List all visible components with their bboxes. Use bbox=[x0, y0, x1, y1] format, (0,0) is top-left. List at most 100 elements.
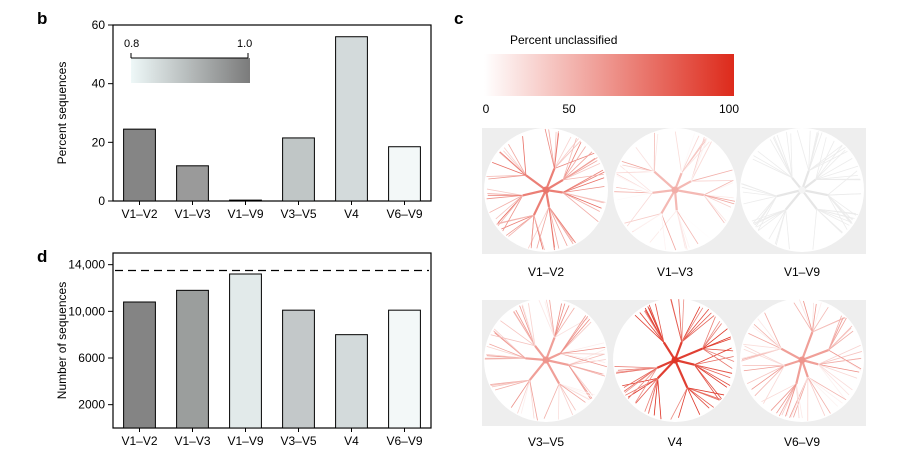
tree-leaf bbox=[625, 377, 658, 396]
tree-leaf bbox=[702, 328, 728, 349]
panel-d-bar bbox=[335, 334, 368, 429]
tree-leaf bbox=[816, 208, 843, 234]
panel-d-xtick-label: V1–V2 bbox=[121, 434, 157, 448]
tree-leaf bbox=[694, 356, 734, 366]
panel-b-ytick-label: 20 bbox=[92, 135, 106, 149]
tree-leaf bbox=[616, 171, 655, 174]
tree-leaf bbox=[618, 173, 653, 194]
tree-leaf bbox=[562, 177, 605, 193]
tree-leaf bbox=[627, 367, 658, 399]
tree-leaf bbox=[828, 315, 842, 351]
tree-leaf bbox=[626, 192, 653, 227]
tree-leaf bbox=[562, 192, 602, 209]
tree-leaf bbox=[653, 378, 659, 416]
tree-leaf bbox=[560, 353, 606, 363]
tree-leaf bbox=[776, 134, 793, 178]
tree-branch bbox=[674, 347, 703, 362]
tree-leaf bbox=[522, 304, 536, 346]
tree-leaf bbox=[690, 156, 724, 182]
tree-leaf bbox=[614, 366, 658, 369]
tree-leaf bbox=[691, 180, 733, 182]
tree-leaf bbox=[653, 133, 659, 172]
tree-leaf bbox=[548, 206, 560, 249]
tree-leaf bbox=[649, 210, 678, 243]
tree-leaf bbox=[623, 367, 658, 392]
tree-leaf bbox=[694, 364, 720, 401]
panel-d-xtick-label: V6–V9 bbox=[386, 434, 422, 448]
tree-leaf bbox=[681, 141, 710, 174]
tree-leaf bbox=[558, 383, 592, 397]
tree-leaf bbox=[795, 383, 800, 419]
tree-leaf bbox=[694, 364, 733, 374]
tree-leaf bbox=[513, 310, 536, 346]
panel-b-bar bbox=[176, 165, 209, 202]
tree-branch bbox=[653, 170, 676, 191]
tree-leaf bbox=[752, 326, 782, 349]
tree-leaf bbox=[674, 131, 682, 174]
tree-leaf bbox=[529, 380, 535, 419]
tree-leaf bbox=[690, 136, 705, 182]
panel-b-xtick-label: V1–V3 bbox=[174, 207, 210, 221]
tree-leaf bbox=[743, 343, 782, 350]
tree-leaf bbox=[562, 141, 582, 181]
tree-leaf bbox=[496, 214, 534, 225]
tree-leaf bbox=[815, 165, 859, 180]
tree-leaf bbox=[495, 195, 523, 220]
tree-leaf bbox=[536, 206, 550, 249]
tree-branch bbox=[660, 189, 676, 215]
tree-leaf bbox=[743, 348, 785, 366]
tree-leaf bbox=[744, 345, 785, 366]
tree-leaf bbox=[807, 376, 839, 407]
tree-leaf bbox=[757, 195, 778, 231]
tree-leaf bbox=[818, 344, 861, 365]
tree-leaf bbox=[811, 302, 822, 333]
panel-b-bar bbox=[388, 146, 421, 202]
panel-d-ylabel: Number of sequences bbox=[55, 282, 69, 399]
tree-leaf bbox=[817, 364, 846, 401]
tree-leaf bbox=[517, 379, 531, 414]
tree-leaf bbox=[815, 137, 827, 180]
panel-b-colorbar-gradient bbox=[131, 58, 250, 83]
tree-leaf bbox=[558, 383, 590, 401]
tree-leaf bbox=[827, 170, 858, 196]
tree-leaf bbox=[757, 209, 786, 231]
tree-leaf bbox=[694, 364, 731, 379]
tree-leaf bbox=[702, 323, 722, 349]
tree-leaf bbox=[741, 186, 777, 197]
tree-leaf bbox=[815, 149, 846, 180]
tree-leaf bbox=[676, 210, 690, 248]
tree-branch bbox=[545, 359, 561, 385]
tree-leaf bbox=[562, 173, 604, 181]
tree-leaf bbox=[502, 195, 524, 232]
tree-leaf bbox=[808, 132, 820, 171]
panel-d-bar bbox=[282, 309, 315, 429]
tree-leaf bbox=[757, 150, 793, 179]
tree-leaf bbox=[743, 195, 777, 205]
tree-leaf bbox=[560, 353, 605, 355]
panel-b-chart: 0 20 40 60 V1–V2 V1–V3 V1–V9 V3–V5 V4 V6–V9 Percen… bbox=[55, 18, 432, 221]
panel-d-letter: d bbox=[37, 247, 47, 266]
tree-leaf bbox=[554, 136, 572, 169]
tree-leaf bbox=[548, 206, 568, 247]
tree-leaf bbox=[634, 314, 665, 343]
tree-root bbox=[542, 186, 550, 194]
tree-leaf bbox=[785, 209, 790, 250]
tree-leaf bbox=[562, 163, 601, 181]
panel-d-xtick-label: V3–V5 bbox=[280, 434, 316, 448]
tree-leaf bbox=[741, 348, 782, 362]
panel-d-xtick-label: V1–V3 bbox=[174, 434, 210, 448]
tree-leaf bbox=[554, 317, 589, 338]
tree-leaf bbox=[808, 144, 843, 172]
tree-label-v3-v5: V3–V5 bbox=[528, 435, 564, 449]
tree-leaf bbox=[655, 303, 665, 343]
tree-leaf bbox=[530, 215, 535, 249]
tree-leaf bbox=[807, 376, 831, 414]
tree-leaf bbox=[493, 330, 526, 359]
tree-branch bbox=[528, 359, 547, 381]
tree-leaf bbox=[681, 312, 712, 343]
panel-b-ytick-label: 60 bbox=[92, 18, 106, 32]
tree-leaf bbox=[741, 183, 777, 197]
tree-leaf bbox=[562, 160, 598, 181]
tree-leaf bbox=[660, 213, 677, 251]
panel-b-letter: b bbox=[37, 9, 47, 28]
